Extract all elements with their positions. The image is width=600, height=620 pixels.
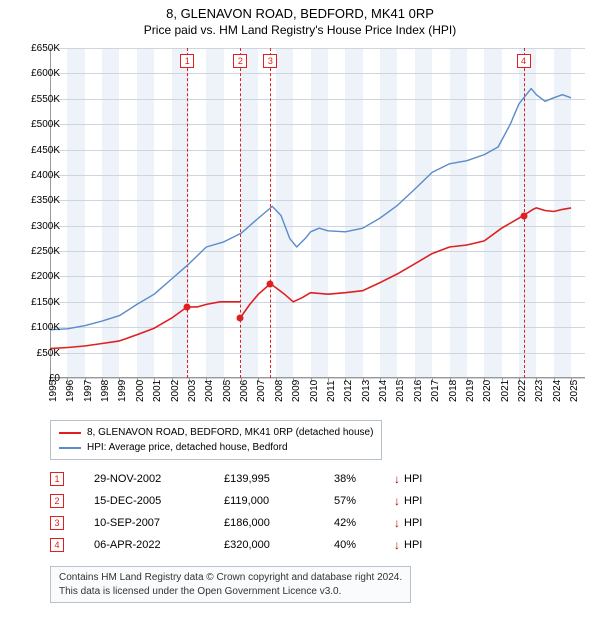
y-tick-label: £50K xyxy=(15,348,60,359)
y-tick-label: £150K xyxy=(15,297,60,308)
x-tick-label: 2022 xyxy=(517,380,528,402)
y-tick-label: £650K xyxy=(15,43,60,54)
y-tick-label: £300K xyxy=(15,221,60,232)
attribution-footer: Contains HM Land Registry data © Crown c… xyxy=(50,566,411,603)
y-tick-label: £600K xyxy=(15,68,60,79)
sale-point xyxy=(267,280,274,287)
sale-row: 2 15-DEC-2005£119,00057%↓ HPI xyxy=(50,490,422,512)
legend: 8, GLENAVON ROAD, BEDFORD, MK41 0RP (det… xyxy=(50,420,382,460)
sale-pct: 57% xyxy=(334,495,394,507)
sale-pct: 40% xyxy=(334,539,394,551)
down-arrow-icon: ↓ xyxy=(394,494,400,508)
series-line xyxy=(187,302,240,307)
x-tick-label: 2015 xyxy=(395,380,406,402)
x-tick-label: 2024 xyxy=(552,380,563,402)
x-tick-label: 2010 xyxy=(309,380,320,402)
x-tick-label: 2004 xyxy=(204,380,215,402)
sale-date: 06-APR-2022 xyxy=(94,539,224,551)
chart-container: 8, GLENAVON ROAD, BEDFORD, MK41 0RP Pric… xyxy=(0,0,600,620)
sale-pct: 38% xyxy=(334,473,394,485)
x-tick-label: 2023 xyxy=(534,380,545,402)
sale-date: 29-NOV-2002 xyxy=(94,473,224,485)
x-tick-label: 2020 xyxy=(482,380,493,402)
y-tick-label: £250K xyxy=(15,246,60,257)
x-tick-label: 2007 xyxy=(256,380,267,402)
sale-point xyxy=(237,314,244,321)
legend-item: HPI: Average price, detached house, Bedf… xyxy=(59,440,373,455)
y-tick-label: £450K xyxy=(15,145,60,156)
x-tick-label: 2011 xyxy=(326,380,337,402)
sale-suffix: HPI xyxy=(404,495,422,507)
x-tick-label: 2009 xyxy=(291,380,302,402)
x-tick-label: 1999 xyxy=(117,380,128,402)
x-tick-label: 2001 xyxy=(152,380,163,402)
sales-table: 129-NOV-2002£139,99538%↓HPI215-DEC-2005£… xyxy=(50,468,422,556)
sale-price: £186,000 xyxy=(224,517,334,529)
x-tick-label: 2016 xyxy=(413,380,424,402)
chart-title: 8, GLENAVON ROAD, BEDFORD, MK41 0RP xyxy=(0,6,600,21)
sale-row: 4 06-APR-2022£320,00040%↓ HPI xyxy=(50,534,422,556)
x-tick-label: 2008 xyxy=(274,380,285,402)
series-line xyxy=(240,284,270,318)
legend-swatch xyxy=(59,447,81,449)
y-tick-label: £350K xyxy=(15,195,60,206)
sale-price: £320,000 xyxy=(224,539,334,551)
x-tick-label: 2006 xyxy=(239,380,250,402)
sale-point xyxy=(184,303,191,310)
down-arrow-icon: ↓ xyxy=(394,538,400,552)
y-tick-label: £550K xyxy=(15,94,60,105)
footer-line2: This data is licensed under the Open Gov… xyxy=(59,585,402,599)
sale-point xyxy=(520,212,527,219)
footer-line1: Contains HM Land Registry data © Crown c… xyxy=(59,571,402,585)
x-tick-label: 2025 xyxy=(569,380,580,402)
legend-label: HPI: Average price, detached house, Bedf… xyxy=(87,442,288,453)
y-tick-label: £200K xyxy=(15,271,60,282)
title-block: 8, GLENAVON ROAD, BEDFORD, MK41 0RP Pric… xyxy=(0,0,600,37)
y-tick-label: £0 xyxy=(15,373,60,384)
x-tick-label: 2019 xyxy=(465,380,476,402)
sale-date: 15-DEC-2005 xyxy=(94,495,224,507)
y-tick-label: £100K xyxy=(15,322,60,333)
sale-suffix: HPI xyxy=(404,517,422,529)
x-tick-label: 2005 xyxy=(222,380,233,402)
sale-date: 10-SEP-2007 xyxy=(94,517,224,529)
x-tick-label: 2017 xyxy=(430,380,441,402)
x-tick-label: 2000 xyxy=(135,380,146,402)
down-arrow-icon: ↓ xyxy=(394,516,400,530)
sale-suffix: HPI xyxy=(404,473,422,485)
sale-row: 3 10-SEP-2007£186,00042%↓ HPI xyxy=(50,512,422,534)
x-tick-label: 2002 xyxy=(170,380,181,402)
x-tick-label: 2003 xyxy=(187,380,198,402)
x-tick-label: 2013 xyxy=(361,380,372,402)
legend-swatch xyxy=(59,432,81,434)
down-arrow-icon: ↓ xyxy=(394,472,400,486)
x-tick-label: 2021 xyxy=(500,380,511,402)
sale-price: £139,995 xyxy=(224,473,334,485)
x-tick-label: 2014 xyxy=(378,380,389,402)
chart-subtitle: Price paid vs. HM Land Registry's House … xyxy=(0,23,600,37)
x-tick-label: 1997 xyxy=(83,380,94,402)
sale-index-badge: 4 xyxy=(50,538,64,552)
sale-index-badge: 3 xyxy=(50,516,64,530)
legend-label: 8, GLENAVON ROAD, BEDFORD, MK41 0RP (det… xyxy=(87,427,373,438)
series-line xyxy=(270,216,523,302)
plot-area: 1234 19951996199719981999200020012002200… xyxy=(50,48,585,378)
sale-pct: 42% xyxy=(334,517,394,529)
sale-index-badge: 1 xyxy=(50,472,64,486)
sale-index-badge: 2 xyxy=(50,494,64,508)
y-tick-label: £400K xyxy=(15,170,60,181)
x-tick-label: 2018 xyxy=(448,380,459,402)
sale-suffix: HPI xyxy=(404,539,422,551)
series-line xyxy=(524,208,572,216)
x-tick-label: 2012 xyxy=(343,380,354,402)
chart-lines xyxy=(50,48,585,378)
x-tick-label: 1998 xyxy=(100,380,111,402)
x-tick-label: 1996 xyxy=(65,380,76,402)
sale-price: £119,000 xyxy=(224,495,334,507)
legend-item: 8, GLENAVON ROAD, BEDFORD, MK41 0RP (det… xyxy=(59,425,373,440)
y-tick-label: £500K xyxy=(15,119,60,130)
sale-row: 1 29-NOV-2002£139,99538%↓ HPI xyxy=(50,468,422,490)
